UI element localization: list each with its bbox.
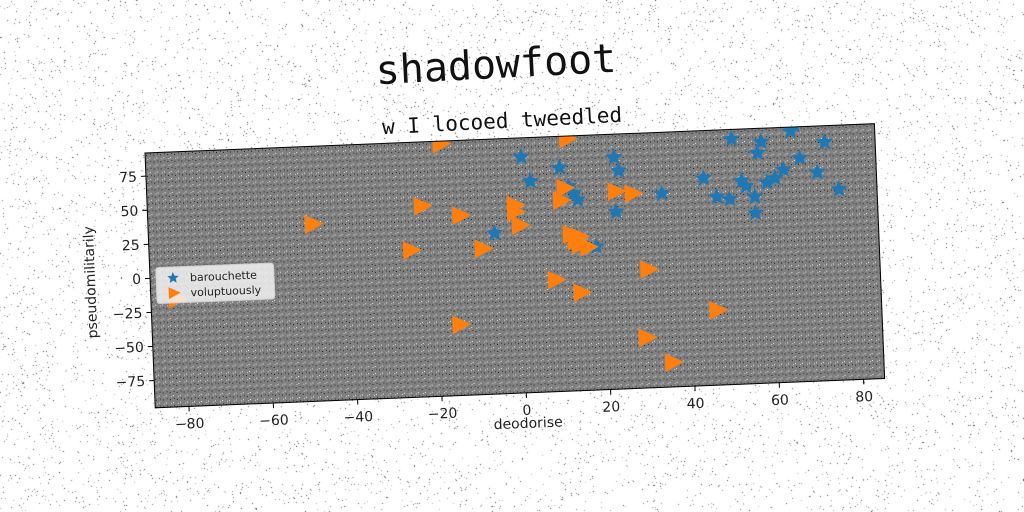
x-tick-label: 60 [771, 392, 789, 409]
data-point-voluptuously [451, 206, 472, 226]
data-point-voluptuously [579, 238, 599, 257]
data-point-barouchette [485, 224, 503, 241]
plot-area-group: −80 −60 −40 −20 0 20 40 60 80 −75 −50 −25 0 25 50 75 de… [81, 123, 886, 433]
data-point-barouchette [512, 148, 530, 165]
x-tick-label: −80 [175, 416, 205, 433]
data-point-barouchette [746, 187, 764, 205]
data-point-barouchette [758, 173, 776, 191]
data-point-barouchette [737, 177, 755, 194]
data-point-barouchette [748, 143, 766, 161]
data-point-barouchette [791, 149, 809, 166]
axis-ticks: −80 −60 −40 −20 0 20 40 60 80 −75 −50 −25 0 25 50 75 [113, 170, 874, 433]
data-point-barouchette [653, 184, 671, 202]
y-tick-label: 75 [119, 170, 137, 187]
data-point-voluptuously [709, 301, 729, 320]
data-point-voluptuously [506, 202, 526, 222]
legend: barouchette voluptuously [155, 262, 276, 305]
x-tick-label: −60 [259, 412, 289, 429]
data-point-voluptuously [607, 182, 627, 202]
x-tick-label: −40 [343, 409, 373, 426]
data-point-voluptuously [474, 239, 494, 259]
data-point-barouchette [746, 204, 764, 221]
y-tick-label: 0 [132, 272, 142, 288]
y-axis-label: pseudomilitarily [81, 226, 101, 339]
legend-triangle-icon [168, 287, 181, 300]
data-point-barouchette [694, 169, 712, 186]
plot-background [145, 123, 885, 408]
data-point-voluptuously [402, 241, 422, 260]
data-point-voluptuously [638, 328, 658, 348]
data-point-barouchette [774, 160, 792, 178]
x-tick-label: 20 [602, 399, 620, 416]
chart-subtitle: w I locoed tweedled [381, 103, 622, 140]
data-point-voluptuously [624, 184, 644, 204]
data-point-barouchette [808, 163, 826, 180]
data-point-barouchette [605, 148, 623, 165]
data-point-voluptuously [304, 215, 324, 234]
data-point-voluptuously [452, 315, 472, 335]
legend-star-icon [167, 271, 179, 284]
y-tick-label: −25 [113, 306, 143, 323]
x-tick-label: 80 [855, 389, 873, 406]
data-point-barouchette [607, 202, 625, 220]
data-point-voluptuously [511, 216, 531, 235]
data-point-voluptuously [556, 178, 576, 198]
legend-label-barouchette: barouchette [190, 269, 258, 285]
data-point-barouchette [521, 172, 539, 189]
data-point-barouchette [708, 187, 726, 205]
data-point-voluptuously [573, 283, 593, 303]
data-point-barouchette [550, 158, 568, 176]
data-point-barouchette [609, 161, 628, 179]
x-axis-label: deodorise [493, 414, 563, 433]
x-tick-label: 0 [522, 403, 532, 419]
x-tick-label: 40 [686, 396, 704, 413]
data-point-barouchette [766, 169, 784, 186]
y-tick-label: −75 [115, 374, 145, 391]
data-point-barouchette [752, 132, 770, 150]
data-point-barouchette [830, 180, 848, 197]
data-point-voluptuously [547, 270, 567, 290]
data-point-barouchette [722, 129, 740, 147]
data-point-voluptuously [413, 196, 433, 216]
y-tick-label: 50 [120, 204, 138, 221]
y-tick-label: −50 [114, 340, 144, 357]
plot-frame [144, 123, 886, 409]
data-point-barouchette [721, 190, 739, 207]
data-point-voluptuously [639, 260, 659, 279]
data-point-voluptuously [664, 353, 684, 373]
legend-box [155, 262, 276, 305]
data-point-barouchette [568, 190, 587, 208]
x-tick-label: −20 [428, 406, 458, 423]
y-tick-label: 25 [122, 238, 140, 255]
chart-title: shadowfoot [374, 36, 617, 95]
data-point-barouchette [815, 133, 833, 150]
legend-label-voluptuously: voluptuously [190, 283, 261, 299]
